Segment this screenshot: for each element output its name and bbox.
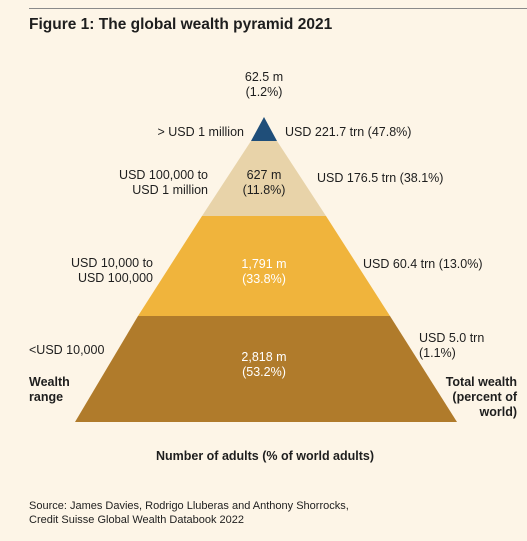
total-wealth-label-line1: Total wealth xyxy=(445,375,517,389)
source-note: Source: James Davies, Rodrigo Lluberas a… xyxy=(29,499,349,527)
tier-bottom-wealth-line2: (1.1%) xyxy=(419,346,456,360)
top-rule xyxy=(29,8,527,9)
tier-second-adults-value: 627 m xyxy=(246,168,282,182)
tier-bottom-adults: 2,818 m (53.2%) xyxy=(229,350,299,380)
tier-second-wealth-range: USD 100,000 to USD 1 million xyxy=(80,168,208,198)
wealth-range-label-line2: range xyxy=(29,390,64,404)
tier-third-total-wealth: USD 60.4 trn (13.0%) xyxy=(363,257,483,271)
pyramid-tier-third xyxy=(138,216,390,316)
tier-top-wealth-range: > USD 1 million xyxy=(157,125,245,139)
wealth-range-label-line1: Wealth xyxy=(29,375,70,389)
tier-third-adults-pct: (33.8%) xyxy=(242,272,286,286)
tier-third-wealth-range: USD 10,000 to USD 100,000 xyxy=(40,256,153,286)
tier-bottom-adults-pct: (53.2%) xyxy=(242,365,286,379)
tier-third-adults: 1,791 m (33.8%) xyxy=(229,257,299,287)
adults-axis-label: Number of adults (% of world adults) xyxy=(155,449,375,463)
tier-top-adults-value: 62.5 m xyxy=(244,70,284,84)
tier-second-range-line1: USD 100,000 to xyxy=(119,168,208,182)
tier-second-adults: 627 m (11.8%) xyxy=(234,168,294,198)
tier-top-total-wealth: USD 221.7 trn (47.8%) xyxy=(285,125,412,139)
source-line2: Credit Suisse Global Wealth Databook 202… xyxy=(29,514,245,526)
total-wealth-label: Total wealth (percent of world) xyxy=(420,375,517,420)
tier-bottom-adults-value: 2,818 m xyxy=(241,350,287,364)
tier-second-range-line2: USD 1 million xyxy=(132,183,208,197)
tier-bottom-wealth-range: <USD 10,000 xyxy=(29,343,105,357)
total-wealth-label-line2: (percent of xyxy=(452,390,517,404)
figure-title: Figure 1: The global wealth pyramid 2021 xyxy=(29,16,333,33)
tier-third-adults-value: 1,791 m xyxy=(241,257,287,271)
pyramid-tier-bottom xyxy=(75,316,457,422)
tier-second-total-wealth: USD 176.5 trn (38.1%) xyxy=(317,171,444,185)
pyramid-tier-top xyxy=(251,117,277,141)
tier-second-adults-pct: (11.8%) xyxy=(242,183,286,197)
tier-third-range-line2: USD 100,000 xyxy=(77,271,153,285)
tier-third-range-line1: USD 10,000 to xyxy=(71,256,153,270)
tier-top-adults-pct: (1.2%) xyxy=(245,85,283,99)
tier-top-adults: 62.5 m (1.2%) xyxy=(229,70,299,100)
tier-bottom-wealth-line1: USD 5.0 trn xyxy=(419,331,485,345)
total-wealth-label-line3: world) xyxy=(479,405,518,419)
tier-bottom-total-wealth: USD 5.0 trn (1.1%) xyxy=(419,331,484,361)
wealth-range-label: Wealth range xyxy=(29,375,70,405)
source-line1: Source: James Davies, Rodrigo Lluberas a… xyxy=(29,500,349,512)
pyramid-tier-second xyxy=(202,141,326,216)
